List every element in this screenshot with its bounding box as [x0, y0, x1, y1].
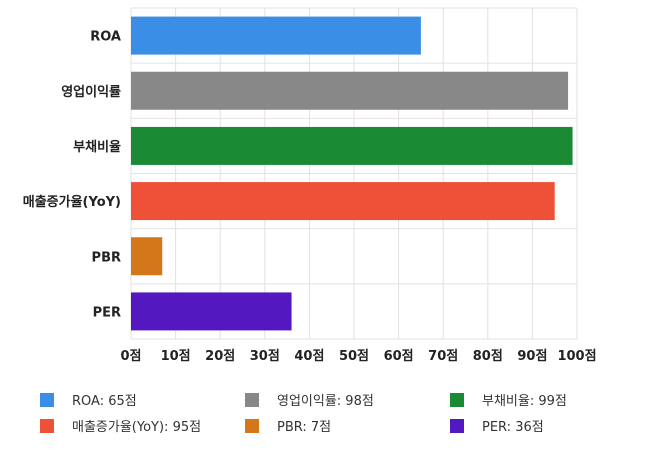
bar — [131, 71, 569, 110]
grid — [130, 7, 578, 340]
x-tick-label: 30점 — [250, 349, 280, 364]
x-tick-label: 100점 — [557, 349, 596, 364]
legend-label: 영업이익률: 98점 — [277, 394, 374, 409]
legend-item-pbr: PBR: 7점 — [245, 416, 331, 435]
bar — [131, 182, 555, 221]
legend-swatch — [450, 392, 464, 407]
legend-swatch — [245, 392, 259, 407]
legend-item-roa: ROA: 65점 — [40, 390, 137, 409]
x-tick-label: 90점 — [517, 349, 547, 364]
bar — [131, 292, 292, 331]
category-label: 매출증가율(YoY) — [23, 194, 121, 210]
legend-swatch — [40, 392, 54, 407]
x-tick-label: 60점 — [384, 349, 414, 364]
bars — [131, 16, 573, 331]
bar — [131, 16, 421, 55]
category-label: 부채비율 — [73, 139, 121, 155]
legend-label: PER: 36점 — [482, 420, 544, 435]
legend-swatch — [450, 418, 464, 433]
x-tick-label: 50점 — [339, 349, 369, 364]
x-axis-ticks: 0점 10점 20점 30점 40점 50점 60점 70점 80점 90점 100점 — [120, 349, 596, 364]
legend-label: 매출증가율(YoY): 95점 — [72, 420, 202, 435]
legend-label: PBR: 7점 — [277, 420, 332, 435]
x-tick-label: 0점 — [120, 349, 141, 364]
category-label: PBR — [92, 250, 121, 265]
legend-item-sales-growth: 매출증가율(YoY): 95점 — [40, 416, 201, 435]
category-label: ROA — [90, 30, 121, 45]
legend-swatch — [40, 418, 54, 433]
x-tick-label: 40점 — [294, 349, 324, 364]
legend-label: 부채비율: 99점 — [482, 394, 567, 409]
bar — [131, 237, 163, 276]
legend-item-operating-margin: 영업이익률: 98점 — [245, 390, 374, 409]
legend-label: ROA: 65점 — [72, 394, 137, 409]
category-label: PER — [93, 305, 121, 320]
x-tick-label: 80점 — [473, 349, 503, 364]
x-tick-label: 10점 — [161, 349, 191, 364]
legend-item-per: PER: 36점 — [450, 416, 544, 435]
bar — [131, 126, 573, 165]
x-tick-label: 20점 — [205, 349, 235, 364]
category-label: 영업이익률 — [61, 84, 121, 100]
legend-swatch — [245, 418, 259, 433]
x-tick-label: 70점 — [428, 349, 458, 364]
legend-item-debt-ratio: 부채비율: 99점 — [450, 390, 567, 409]
